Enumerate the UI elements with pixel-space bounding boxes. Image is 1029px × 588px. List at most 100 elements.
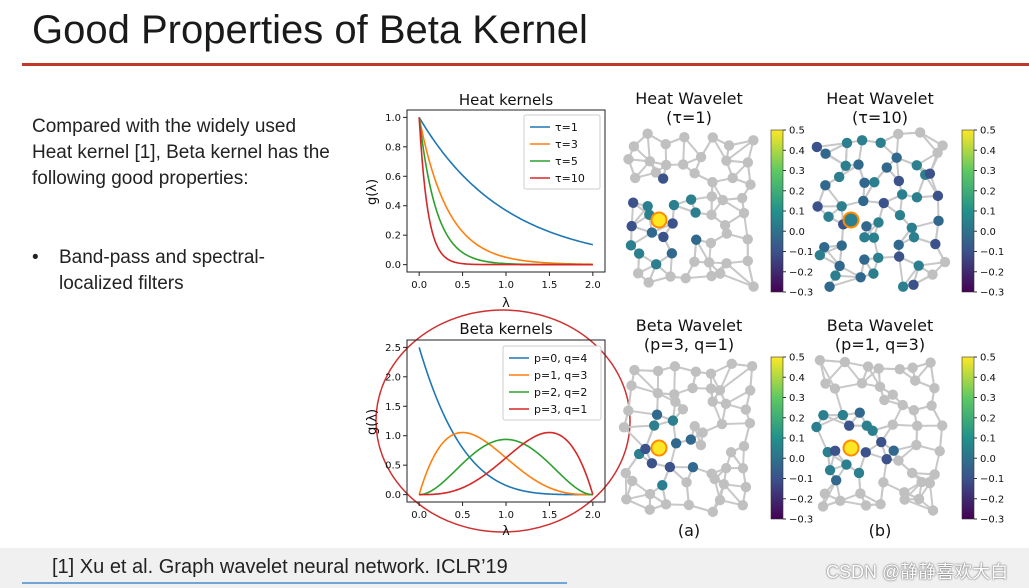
graph-node: [861, 221, 872, 232]
heat-x-ticks: 0.0 0.5 1.0 1.5 2.0: [411, 272, 601, 291]
graph-node: [721, 258, 732, 269]
beta-y-tick-label: 1.0: [385, 431, 401, 442]
beta-wavelet-13-graph: [811, 354, 948, 516]
graph-node: [819, 488, 831, 499]
graph-node: [664, 461, 676, 473]
graph-node: [836, 201, 847, 212]
graph-node: [740, 404, 752, 415]
colorbar-gradient: [770, 356, 784, 520]
beta-y-tick-label: 2.0: [385, 372, 401, 383]
graph-node: [679, 132, 690, 143]
graph-node: [843, 420, 855, 431]
colorbar-tick-label: 0.1: [980, 434, 996, 445]
heat-y-tick-label: 0.2: [385, 231, 401, 242]
title-underline: [22, 63, 1029, 66]
beta-kernels-chart: Beta kernels 0.0 0.5 1.0 1.5 2.0 0.0 0.5 1.0 1.…: [365, 309, 631, 539]
graph-node: [643, 277, 654, 288]
graph-node: [681, 477, 692, 488]
colorbar-tick-label: 0.2: [980, 413, 996, 424]
graph-node: [860, 500, 872, 511]
graph-node: [814, 250, 826, 261]
graph-node: [839, 356, 851, 368]
graph-node: [937, 140, 948, 151]
heat-series-line-0: [418, 116, 594, 246]
graph-node: [652, 365, 664, 377]
colorbar-tick-label: −0.2: [789, 267, 813, 278]
graph-node: [644, 504, 655, 515]
graph-node: [666, 248, 678, 259]
graph-node: [742, 255, 754, 267]
colorbar-tick-label: 0.5: [980, 353, 996, 364]
graph-node: [856, 378, 868, 389]
graph-node: [650, 167, 662, 178]
graph-node: [744, 417, 756, 429]
beta-chart-title: Beta kernels: [459, 320, 553, 338]
graph-node: [811, 141, 823, 153]
graph-node: [891, 152, 902, 163]
graph-node: [620, 467, 631, 479]
colorbar-tick-label: −0.1: [789, 474, 813, 485]
heat-series-lines: [418, 116, 594, 266]
graph-node: [893, 128, 904, 140]
graph-node: [695, 439, 707, 451]
heat-y-ticks: 0.0 0.2 0.4 0.6 0.8 1.0: [385, 113, 407, 271]
graph-node: [911, 439, 922, 451]
graph-node: [716, 418, 728, 430]
graph-node: [746, 361, 758, 372]
graph-node: [706, 191, 718, 202]
graph-node: [660, 159, 672, 171]
heat-y-tick-label: 0.6: [385, 172, 401, 183]
intro-text: Compared with the widely used Heat kerne…: [32, 116, 330, 189]
graph-node: [862, 361, 874, 372]
colorbar-gradient: [961, 129, 975, 293]
graph-node: [926, 400, 937, 411]
graph-node: [868, 232, 880, 243]
graph-node: [626, 475, 638, 487]
graph-node: [640, 443, 651, 455]
graph-node: [897, 281, 909, 292]
graph-node: [742, 234, 753, 245]
colorbar-tick-label: 0.0: [789, 227, 805, 238]
beta-x-tick-label: 1.0: [498, 510, 514, 521]
graph-node: [707, 132, 718, 143]
colorbar-tick-label: 0.4: [980, 146, 996, 157]
footer-band: [0, 548, 1029, 588]
graph-node: [726, 358, 737, 370]
graph-node: [812, 201, 823, 212]
graph-node: [721, 462, 732, 474]
colorbar-tick-label: −0.2: [980, 494, 1004, 505]
heat-x-axis-label: λ: [502, 296, 510, 311]
heat-y-tick-label: 0.0: [385, 260, 401, 271]
beta-x-tick-label: 1.5: [541, 510, 557, 521]
graph-node: [893, 455, 904, 466]
graph-node: [707, 396, 718, 407]
colorbar-tick-label: −0.3: [980, 515, 1004, 526]
graph-node: [913, 493, 925, 505]
colorbar-tick-label: −0.3: [980, 288, 1004, 299]
graph-node: [932, 190, 944, 202]
colorbar-heat-10: 0.5 0.4 0.3 0.2 0.1 0.0 −0.1 −0.2 −0.3: [961, 126, 1004, 299]
graph-edge: [725, 262, 755, 288]
graph-node: [667, 218, 678, 229]
colorbar-tick-label: 0.0: [980, 227, 996, 238]
graph-node: [657, 480, 668, 491]
graph-node: [720, 398, 732, 410]
graph-edge: [829, 276, 861, 288]
graph-node: [721, 228, 733, 239]
colorbar-tick-label: −0.3: [789, 288, 813, 299]
graph-node: [706, 209, 717, 221]
graph-node: [874, 381, 886, 393]
watermark: CSDN @静静喜欢大白: [826, 562, 1009, 582]
graph-node: [657, 173, 669, 184]
colorbar-tick-label: 0.0: [980, 454, 996, 465]
heat-wavelet-1-graph: [623, 128, 759, 292]
graph-node: [856, 135, 868, 146]
graph-node: [690, 207, 701, 218]
graph-source-node: [842, 439, 860, 457]
graph-node: [908, 279, 919, 290]
graph-node: [899, 494, 910, 505]
graph-source-node: [650, 211, 668, 229]
graph-node: [824, 464, 836, 476]
graph-node: [667, 415, 679, 426]
